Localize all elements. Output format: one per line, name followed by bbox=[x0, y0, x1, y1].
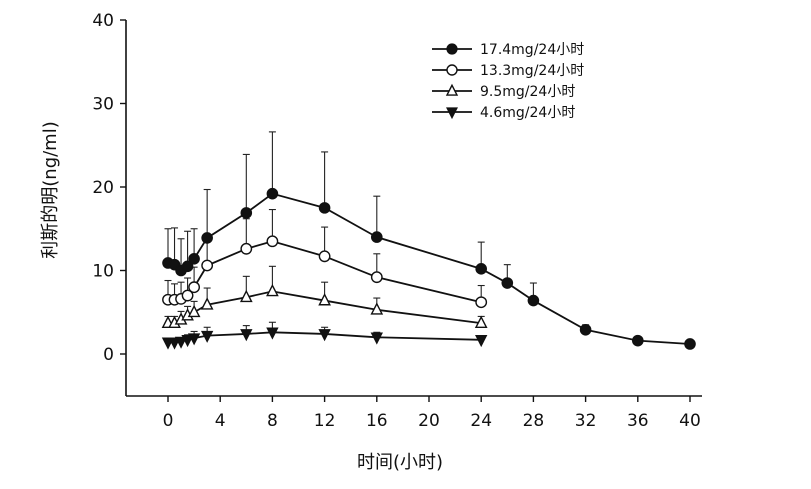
marker-filled-circle bbox=[181, 260, 194, 273]
marker-open-triangle bbox=[239, 289, 253, 303]
marker-filled-circle bbox=[240, 207, 253, 219]
marker-open-triangle bbox=[370, 302, 384, 315]
marker-filled-circle bbox=[201, 232, 213, 244]
marker-open-triangle bbox=[318, 293, 331, 306]
x-tick-label: 36 bbox=[627, 411, 649, 431]
x-tick-label: 40 bbox=[679, 411, 701, 431]
marker-filled-circle bbox=[318, 202, 331, 214]
x-tick-label: 8 bbox=[267, 411, 278, 431]
marker-open-circle bbox=[475, 296, 488, 309]
x-tick-label: 28 bbox=[523, 411, 545, 431]
marker-filled-triangle-down bbox=[266, 327, 279, 340]
marker-filled-circle bbox=[266, 187, 279, 200]
marker-open-circle bbox=[240, 242, 253, 255]
marker-filled-triangle-down bbox=[240, 329, 253, 342]
axes: 0 10 20 30 40 0 4 8 12 16 20 24 28 32 36 40 bbox=[92, 11, 702, 431]
marker-filled-triangle-down bbox=[200, 330, 214, 343]
marker-open-circle bbox=[446, 64, 458, 76]
y-tick-label: 20 bbox=[92, 178, 114, 198]
marker-open-circle bbox=[181, 289, 194, 302]
marker-filled-circle bbox=[684, 338, 696, 350]
marker-open-circle bbox=[266, 235, 279, 248]
y-tick-label: 0 bbox=[103, 345, 114, 365]
x-axis-label: 时间(小时) bbox=[357, 452, 443, 473]
marker-filled-triangle-down bbox=[174, 336, 188, 349]
marker-open-circle bbox=[201, 259, 214, 272]
marker-open-triangle bbox=[474, 315, 488, 328]
marker-open-circle bbox=[188, 281, 201, 294]
legend-label: 9.5mg/24小时 bbox=[480, 84, 575, 100]
x-tick-label: 32 bbox=[575, 411, 597, 431]
y-tick-label: 40 bbox=[92, 11, 114, 31]
marker-filled-triangle-down bbox=[446, 107, 458, 120]
marker-open-circle bbox=[370, 271, 383, 284]
marker-filled-triangle-down bbox=[370, 332, 383, 345]
legend-label: 4.6mg/24小时 bbox=[480, 105, 575, 121]
legend: 17.4mg/24小时 13.3mg/24小时 9.5mg/24小时 4.6mg/24… bbox=[432, 42, 584, 121]
legend-label: 17.4mg/24小时 bbox=[480, 42, 584, 58]
marker-filled-triangle-down bbox=[475, 335, 488, 348]
x-tick-label: 4 bbox=[215, 411, 226, 431]
x-tick-label: 0 bbox=[163, 411, 174, 431]
y-axis-label: 利斯的明(ng/ml) bbox=[40, 121, 61, 258]
marker-open-triangle bbox=[445, 83, 459, 96]
marker-filled-circle bbox=[188, 253, 200, 265]
y-tick-label: 10 bbox=[92, 262, 114, 282]
x-tick-label: 16 bbox=[366, 411, 388, 431]
data-markers bbox=[161, 187, 696, 350]
x-tick-label: 20 bbox=[418, 411, 440, 431]
marker-filled-triangle-down bbox=[181, 335, 194, 348]
marker-filled-circle bbox=[475, 263, 487, 275]
marker-open-triangle bbox=[266, 283, 279, 297]
x-tick-label: 24 bbox=[470, 411, 492, 431]
marker-filled-triangle-down bbox=[187, 333, 201, 346]
marker-filled-circle bbox=[446, 43, 458, 55]
marker-filled-circle bbox=[501, 277, 514, 289]
marker-filled-triangle-down bbox=[318, 329, 331, 342]
x-tick-label: 12 bbox=[314, 411, 336, 431]
marker-filled-circle bbox=[579, 323, 592, 336]
marker-open-triangle bbox=[200, 297, 214, 310]
y-tick-label: 30 bbox=[92, 95, 114, 115]
legend-label: 13.3mg/24小时 bbox=[480, 63, 584, 79]
marker-open-triangle bbox=[187, 304, 201, 318]
marker-filled-circle bbox=[527, 294, 540, 307]
error-bars bbox=[164, 131, 694, 344]
marker-filled-circle bbox=[370, 231, 383, 243]
marker-open-circle bbox=[318, 250, 331, 263]
marker-filled-circle bbox=[631, 334, 644, 347]
